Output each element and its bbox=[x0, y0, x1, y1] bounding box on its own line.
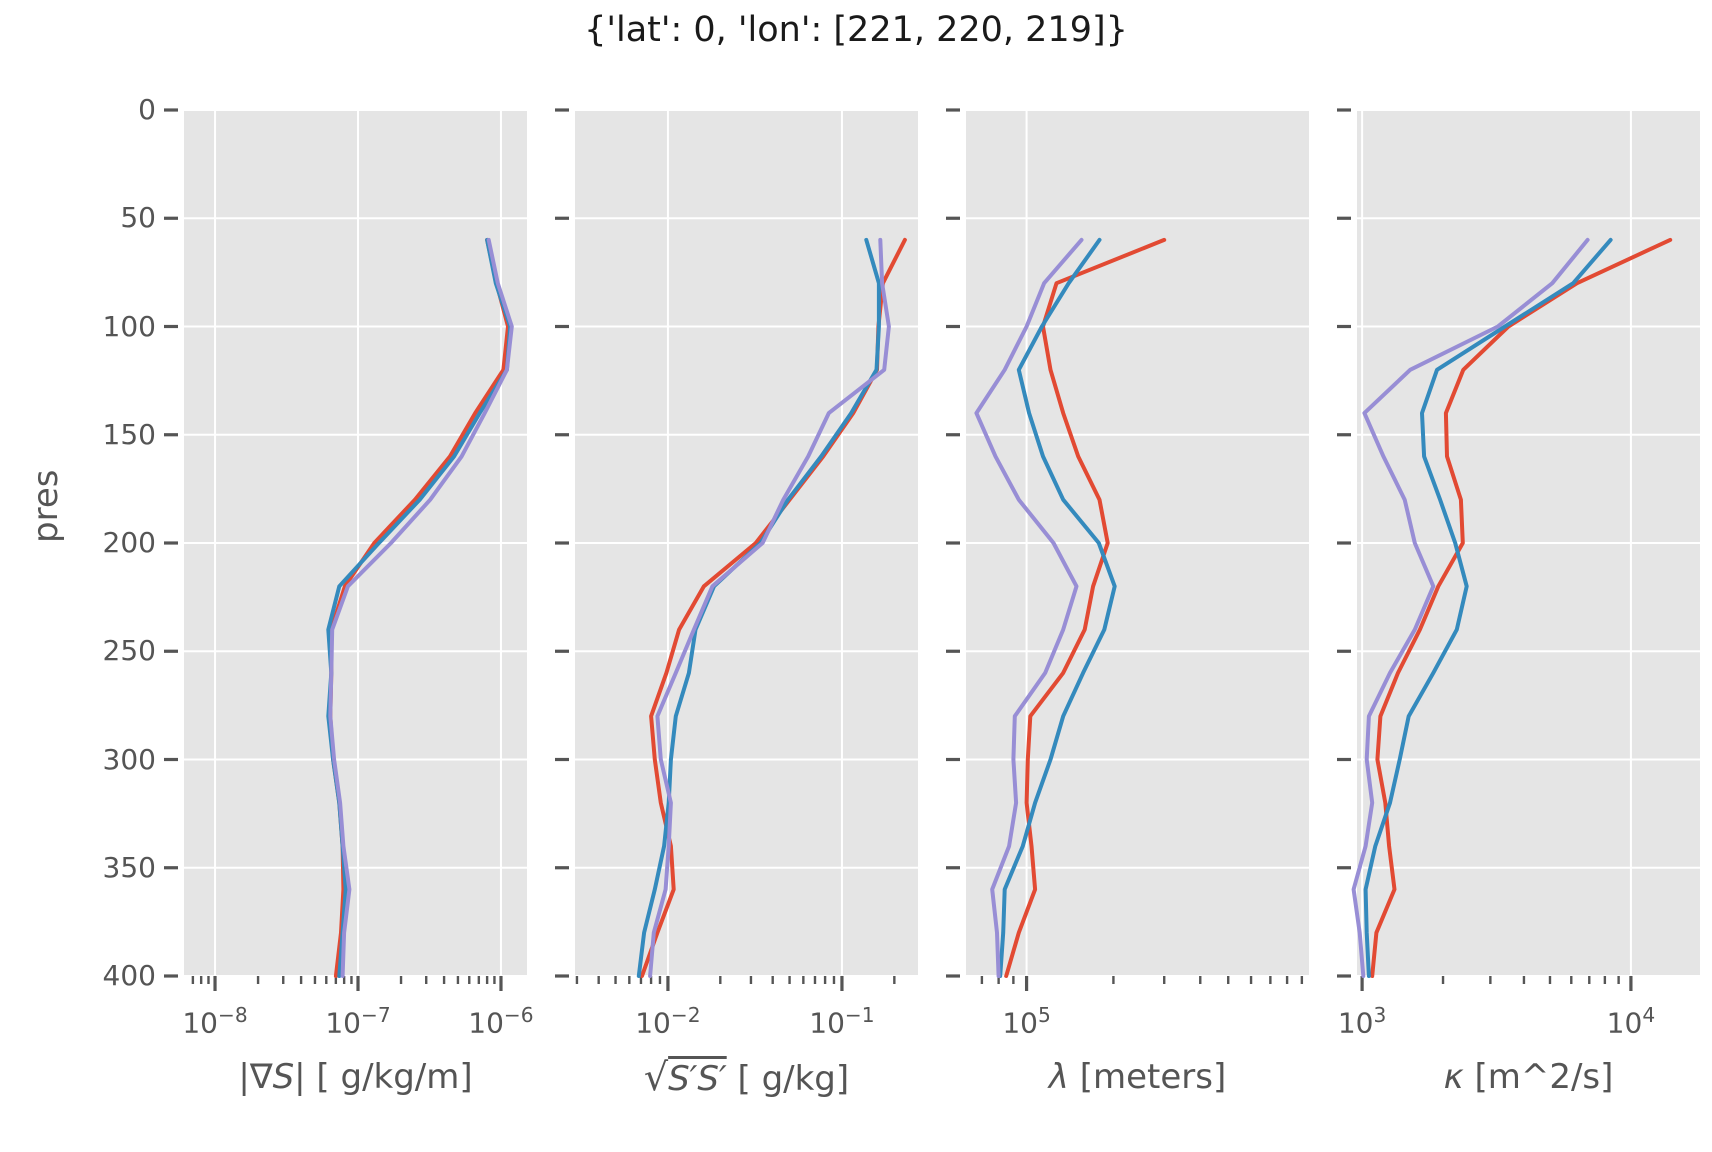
y-tick-label-200: 200 bbox=[102, 526, 156, 559]
x-axis-label-panel-1: |∇S| [ g/kg/m] bbox=[238, 1057, 473, 1097]
series-line-lon-219[interactable] bbox=[648, 237, 891, 978]
y-tick-label-0: 0 bbox=[138, 93, 156, 126]
x-axis-label-panel-4: κ [m^2/s] bbox=[1443, 1057, 1614, 1097]
x-tick-label-1e5: 105 bbox=[1002, 1003, 1051, 1040]
series-line-lon-220[interactable] bbox=[1363, 237, 1613, 978]
x-tick-label-1e4: 104 bbox=[1606, 1003, 1656, 1040]
x-tick-label-1e3: 103 bbox=[1337, 1003, 1387, 1040]
series-line-lon-219[interactable] bbox=[1351, 237, 1590, 978]
series-line-lon-219[interactable] bbox=[328, 237, 514, 978]
x-tick-label-1e-1: 10−1 bbox=[809, 1003, 875, 1040]
y-tick-label-250: 250 bbox=[102, 634, 156, 668]
y-tick-label-350: 350 bbox=[102, 850, 156, 884]
y-tick-label-150: 150 bbox=[102, 417, 156, 451]
x-axis-label-panel-2: √S′S′ [ g/kg] bbox=[643, 1055, 850, 1099]
x-tick-label-1e-8: 10−8 bbox=[182, 1003, 248, 1040]
y-tick-label-400: 400 bbox=[102, 959, 156, 992]
series-line-lon-220[interactable] bbox=[998, 237, 1117, 978]
y-tick-label-50: 50 bbox=[120, 201, 156, 235]
x-tick-label-1e-2: 10−2 bbox=[635, 1003, 701, 1040]
x-tick-label-1e-6: 10−6 bbox=[468, 1003, 534, 1040]
y-tick-label-100: 100 bbox=[102, 309, 156, 343]
series-line-lon-221[interactable] bbox=[1370, 237, 1673, 978]
figure-title: {'lat': 0, 'lon': [221, 220, 219]} bbox=[584, 10, 1128, 50]
x-axis-label-panel-3: λ [meters] bbox=[1048, 1057, 1227, 1097]
x-tick-label-1e-7: 10−7 bbox=[325, 1003, 391, 1040]
series-line-lon-219[interactable] bbox=[974, 237, 1084, 978]
series-line-lon-221[interactable] bbox=[1004, 237, 1167, 978]
y-tick-label-300: 300 bbox=[102, 742, 156, 776]
